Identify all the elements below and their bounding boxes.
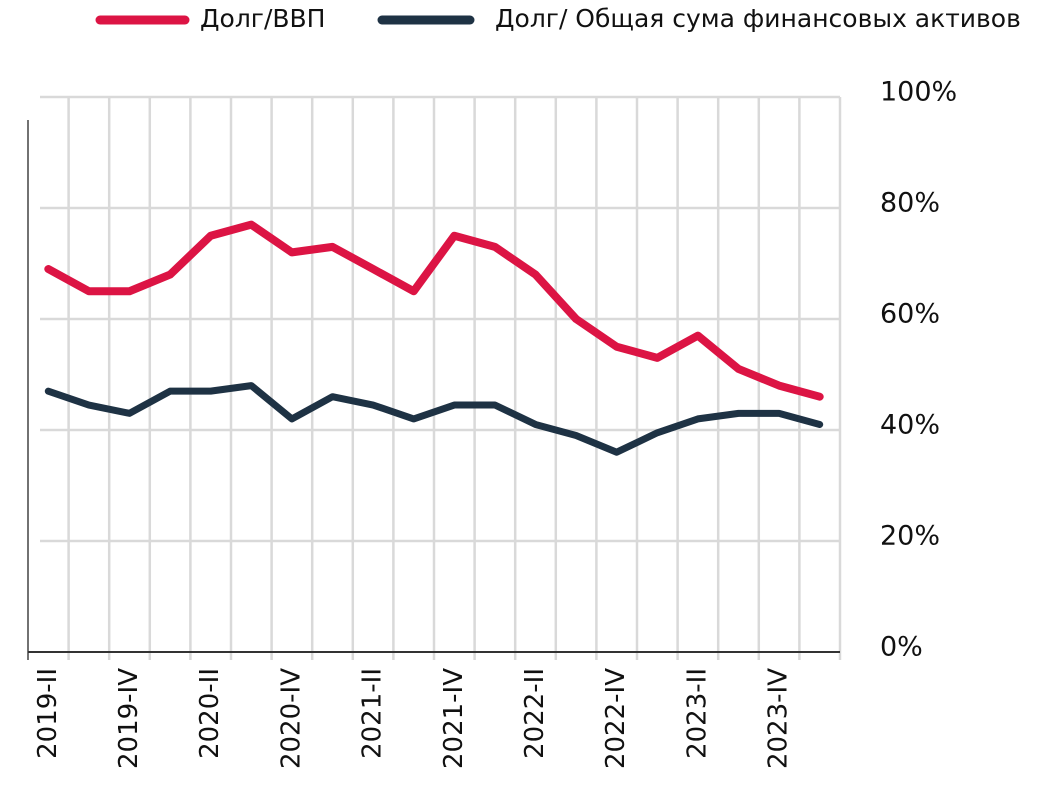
grid xyxy=(27,95,842,660)
legend-label: Долг/ВВП xyxy=(200,4,325,33)
x-tick-label: 2022-II xyxy=(520,668,550,759)
y-tick-label: 40% xyxy=(880,410,940,441)
plot xyxy=(44,220,824,456)
y-tick-label: 0% xyxy=(880,632,923,663)
x-tick-label: 2020-II xyxy=(195,668,225,759)
x-tick-label: 2019-IV xyxy=(114,668,144,769)
x-tick-label: 2023-II xyxy=(682,668,712,759)
y-tick-label: 60% xyxy=(880,299,940,330)
x-tick-label: 2019-II xyxy=(33,668,63,759)
series-line xyxy=(44,220,824,401)
x-tick-label: 2022-IV xyxy=(601,668,631,769)
x-tick-label: 2020-IV xyxy=(276,668,306,769)
series-line xyxy=(44,382,824,456)
y-tick-label: 80% xyxy=(880,188,940,219)
labels: 0% 20% 40% 60% 80% 100% 2019-II 2019-IV 2020-II 2… xyxy=(33,4,1021,769)
x-tick-label: 2021-II xyxy=(358,668,388,759)
y-tick-label: 100% xyxy=(880,77,957,108)
legend-label: Долг/ Общая сума финансовых активов xyxy=(495,4,1021,33)
x-tick-label: 2021-IV xyxy=(439,668,469,769)
x-tick-label: 2023-IV xyxy=(764,668,794,769)
y-tick-label: 20% xyxy=(880,521,940,552)
